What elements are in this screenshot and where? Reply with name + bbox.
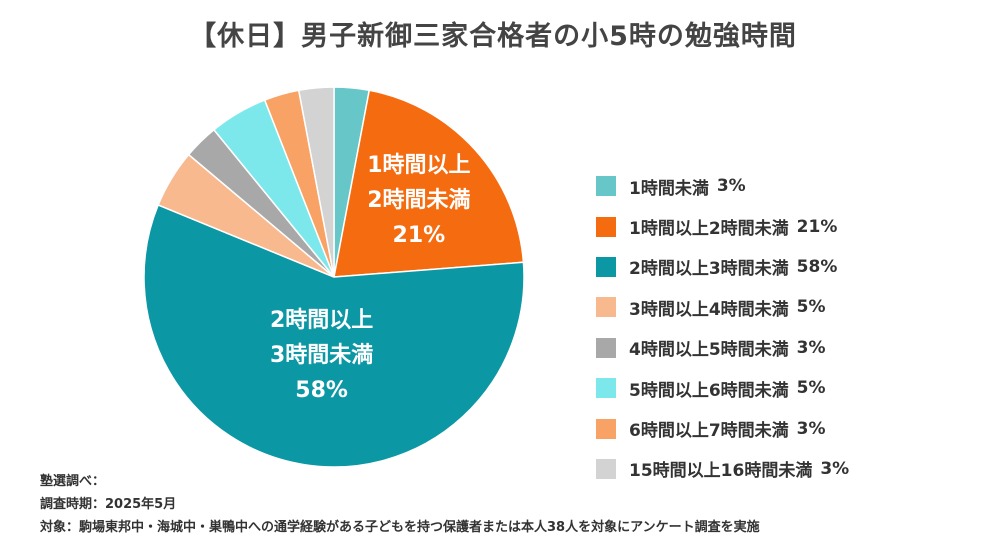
legend-value: 3%: [716, 176, 746, 197]
legend-label: 2時間以上3時間未満: [629, 259, 789, 280]
legend-swatch: [596, 256, 616, 277]
note-period: 調査時期：2025年5月: [40, 497, 177, 512]
legend-value: 58%: [796, 256, 838, 277]
slice-label-2-line-2: 2時間未満: [367, 187, 470, 213]
legend-label: 1時間以上2時間未満: [629, 219, 789, 240]
pie-slice-3: [143, 203, 525, 468]
legend-swatch: [596, 337, 616, 358]
legend-value: 21%: [796, 216, 838, 237]
slice-label-3-line-3: 58%: [295, 378, 348, 403]
legend-label: 6時間以上7時間未満: [629, 421, 789, 442]
pie-slice-2: [333, 89, 525, 278]
slice-label-2-line-3: 21%: [393, 223, 446, 248]
note-target: 対象：駒場東邦中・海城中・巣鴨中への通学経験がある子どもを持つ保護者または本人3…: [40, 520, 760, 535]
legend-label: 1時間未満: [629, 178, 709, 199]
legend-swatch: [596, 297, 616, 318]
source-notes: 塾選調べ： 調査時期：2025年5月 対象：駒場東邦中・海城中・巣鴨中への通学経…: [40, 470, 760, 539]
chart-title: 【休日】男子新御三家合格者の小5時の勉強時間: [189, 21, 797, 52]
pie-slice-8: [297, 86, 335, 278]
legend-swatch: [596, 378, 616, 399]
legend: 1時間未満 3% 1時間以上2時間未満 21% 2時間以上3時間未満 58% 3時間以上4時…: [596, 166, 849, 489]
slice-label-3-line-2: 3時間未満: [270, 342, 373, 368]
legend-value: 3%: [796, 337, 826, 358]
legend-label: 5時間以上6時間未満: [629, 380, 789, 401]
legend-item-4: 3時間以上4時間未満 5%: [596, 287, 849, 327]
note-source: 塾選調べ：: [40, 474, 106, 489]
legend-item-3: 2時間以上3時間未満 58%: [596, 247, 849, 287]
legend-value: 5%: [796, 378, 826, 399]
legend-item-2: 1時間以上2時間未満 21%: [596, 206, 849, 246]
legend-swatch: [596, 216, 616, 237]
legend-item-6: 5時間以上6時間未満 5%: [596, 368, 849, 408]
legend-item-5: 4時間以上5時間未満 3%: [596, 328, 849, 368]
legend-swatch: [596, 458, 616, 479]
legend-value: 3%: [796, 418, 826, 439]
legend-label: 15時間以上16時間未満: [629, 461, 813, 482]
legend-value: 3%: [820, 458, 850, 479]
legend-label: 4時間以上5時間未満: [629, 340, 789, 361]
legend-item-7: 6時間以上7時間未満 3%: [596, 408, 849, 448]
slice-label-2-line-1: 1時間以上: [367, 153, 470, 178]
legend-swatch: [596, 418, 616, 439]
legend-label: 3時間以上4時間未満: [629, 299, 789, 320]
legend-value: 5%: [796, 297, 826, 318]
legend-item-1: 1時間未満 3%: [596, 166, 849, 206]
legend-swatch: [596, 176, 616, 197]
legend-item-8: 15時間以上16時間未満 3%: [596, 449, 849, 489]
slice-label-3-line-1: 2時間以上: [270, 308, 373, 333]
